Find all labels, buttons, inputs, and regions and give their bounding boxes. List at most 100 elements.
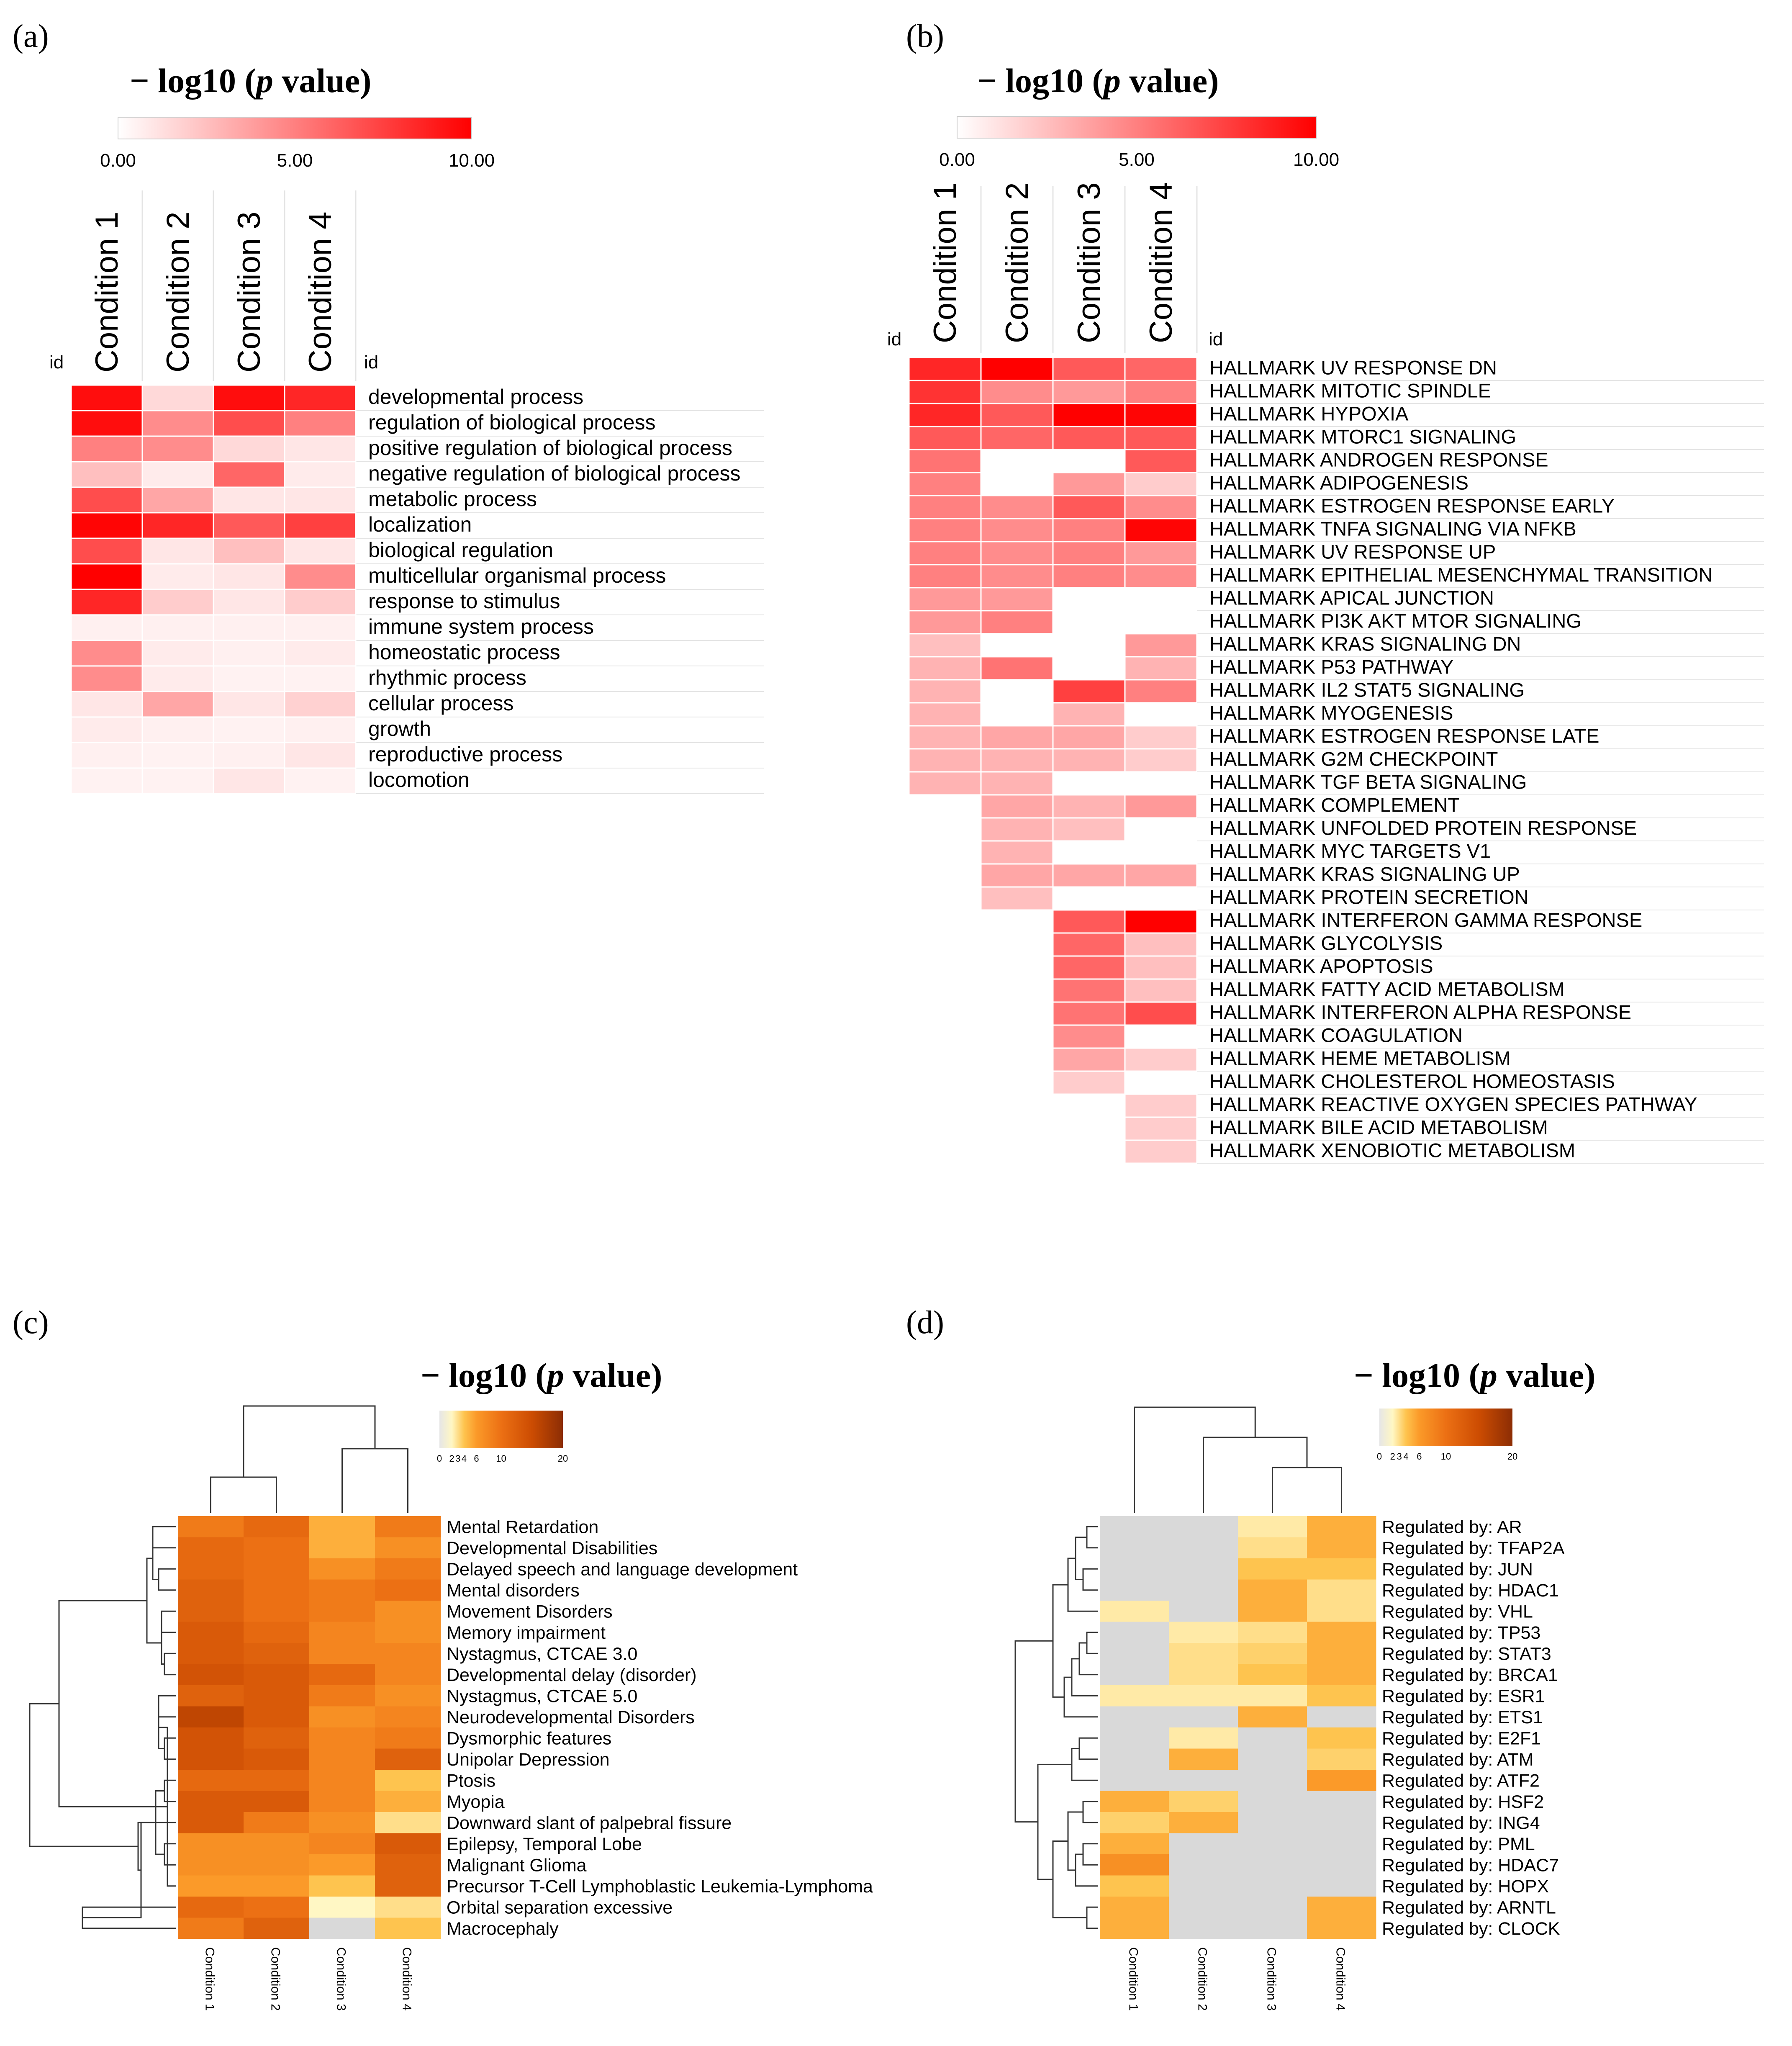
heatmap-cell — [141, 614, 214, 641]
row-label: positive regulation of biological proces… — [368, 436, 732, 460]
heatmap-cell — [1307, 1685, 1376, 1707]
heatmap-cell — [1124, 1139, 1198, 1164]
row-label: Regulated by: TP53 — [1382, 1623, 1540, 1643]
row-label: Dysmorphic features — [447, 1728, 611, 1748]
row-label: Orbital separation excessive — [447, 1897, 673, 1917]
legend-title: − log10 (p value) — [977, 62, 1219, 100]
row-label: Regulated by: ING4 — [1382, 1813, 1540, 1833]
heatmap-cell — [70, 640, 143, 667]
row-label: HALLMARK UV RESPONSE DN — [1209, 357, 1497, 379]
heatmap-cell — [1238, 1537, 1307, 1559]
id-axis-label: id — [364, 352, 378, 373]
heatmap-cell — [1238, 1770, 1307, 1791]
row-dendrogram-branch — [1037, 1763, 1072, 1880]
heatmap-cell — [213, 691, 285, 718]
heatmap-cell — [980, 564, 1054, 589]
column-label: Condition 2 — [269, 1947, 282, 2011]
heatmap-cell — [141, 691, 214, 718]
row-label: HALLMARK KRAS SIGNALING DN — [1209, 633, 1521, 655]
heatmap-cell — [1052, 955, 1126, 980]
heatmap-cell — [1124, 1093, 1198, 1118]
heatmap-cell — [244, 1601, 310, 1622]
heatmap-cell — [1124, 1047, 1198, 1072]
row-label: immune system process — [368, 615, 594, 638]
heatmap-cell — [178, 1558, 244, 1580]
row-label: Regulated by: HDAC7 — [1382, 1855, 1559, 1875]
heatmap-cell — [141, 742, 214, 769]
heatmap-cell — [213, 665, 285, 692]
heatmap-cell — [1052, 1024, 1126, 1049]
heatmap-cell — [1169, 1897, 1238, 1918]
column-label: Condition 2 — [1196, 1947, 1209, 2011]
heatmap-cell — [908, 380, 982, 404]
heatmap-panel-a: 0.00 5.00 10.00 Condition 1 Condition 2 Condi… — [49, 117, 764, 794]
row-label: Delayed speech and language development — [447, 1559, 798, 1579]
heatmap-cell — [178, 1622, 244, 1643]
heatmap-cell — [1052, 518, 1126, 542]
heatmap-cell — [70, 461, 143, 488]
heatmap-cell — [375, 1875, 441, 1897]
heatmap-cell — [309, 1833, 375, 1855]
column-label: Condition 4 — [1334, 1947, 1348, 2011]
row-dendrogram-branch — [161, 1610, 176, 1633]
heatmap-cell — [1169, 1875, 1238, 1897]
heatmap-cell — [1307, 1516, 1376, 1537]
heatmap-cell — [375, 1579, 441, 1601]
heatmap-cell — [284, 589, 357, 616]
row-label: Mental disorders — [447, 1581, 580, 1601]
heatmap-cell — [284, 461, 357, 488]
heatmap-cell — [178, 1516, 244, 1537]
heatmap-cell — [375, 1770, 441, 1791]
heatmap-cell — [1238, 1579, 1307, 1601]
heatmap-cell — [1052, 863, 1126, 888]
heatmap-cell — [141, 461, 214, 488]
legend-title: − log10 (p value) — [421, 1356, 662, 1394]
heatmap-cell — [244, 1854, 310, 1876]
heatmap-cell — [178, 1727, 244, 1749]
row-label: reproductive process — [368, 743, 562, 766]
heatmap-cell — [1307, 1917, 1376, 1939]
heatmap-cell — [1169, 1812, 1238, 1833]
heatmap-cell — [1052, 403, 1126, 427]
row-label: HALLMARK EPITHELIAL MESENCHYMAL TRANSITI… — [1209, 564, 1712, 586]
row-dendrogram-branch — [1086, 1526, 1098, 1549]
scale-tick-label: 10.00 — [449, 150, 495, 171]
heatmap-cell — [244, 1897, 310, 1918]
heatmap-cell — [1307, 1601, 1376, 1622]
heatmap-cell — [244, 1748, 310, 1770]
heatmap-cell — [178, 1897, 244, 1918]
row-label: Epilepsy, Temporal Lobe — [447, 1834, 642, 1854]
heatmap-cell — [1052, 725, 1126, 750]
heatmap-cell — [213, 512, 285, 539]
heatmap-cell — [980, 794, 1054, 819]
row-dendrogram-branch — [1078, 1642, 1098, 1676]
row-label: developmental process — [368, 385, 583, 409]
heatmap-cell — [1052, 426, 1126, 450]
row-label: HALLMARK P53 PATHWAY — [1209, 656, 1453, 678]
row-dendrogram-branch — [1071, 1748, 1098, 1781]
row-dendrogram-branch — [158, 1706, 164, 1749]
heatmap-cell — [980, 817, 1054, 842]
heatmap-cell — [213, 537, 285, 565]
heatmap-cell — [1169, 1685, 1238, 1707]
heatmap-cell — [1124, 518, 1198, 542]
row-dendrogram-branch — [164, 1779, 176, 1802]
column-label: Condition 4 — [400, 1947, 414, 2011]
row-label: HALLMARK XENOBIOTIC METABOLISM — [1209, 1139, 1575, 1162]
row-label: HALLMARK MYOGENESIS — [1209, 702, 1453, 724]
heatmap-cell — [375, 1516, 441, 1537]
heatmap-cell — [309, 1748, 375, 1770]
scale-tick-label: 5.00 — [1119, 149, 1155, 170]
heatmap-cell — [1307, 1854, 1376, 1876]
heatmap-cell — [178, 1748, 244, 1770]
row-label: HALLMARK G2M CHECKPOINT — [1209, 748, 1498, 770]
heatmap-cell — [309, 1706, 375, 1728]
heatmap-cell — [244, 1727, 310, 1749]
heatmap-cell — [284, 691, 357, 718]
heatmap-cell — [1238, 1791, 1307, 1812]
row-label: Nystagmus, CTCAE 5.0 — [447, 1686, 637, 1706]
heatmap-cell — [980, 610, 1054, 635]
heatmap-cell — [70, 716, 143, 743]
column-header: Condition 4 — [303, 212, 338, 373]
scale-tick-label: 0.00 — [939, 149, 975, 170]
